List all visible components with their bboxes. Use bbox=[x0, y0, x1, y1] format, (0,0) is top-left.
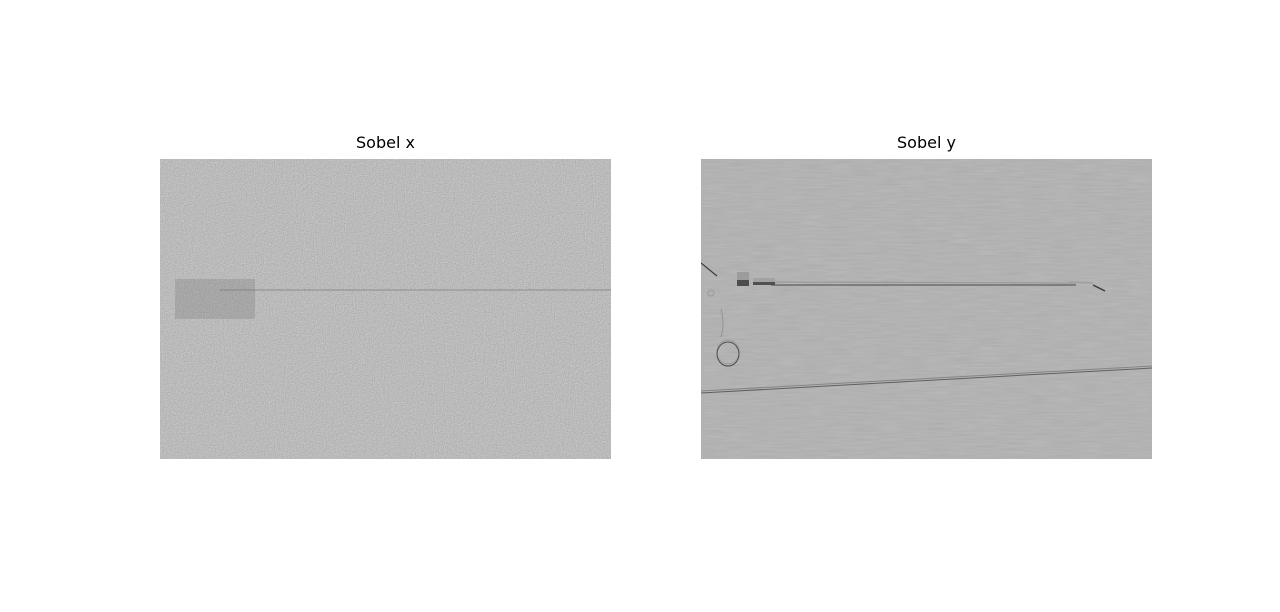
panel-title-sobel-y: Sobel y bbox=[897, 133, 956, 152]
sobel-x-image bbox=[160, 159, 611, 459]
panel-title-sobel-x: Sobel x bbox=[356, 133, 415, 152]
sobel-y-image bbox=[701, 159, 1152, 459]
